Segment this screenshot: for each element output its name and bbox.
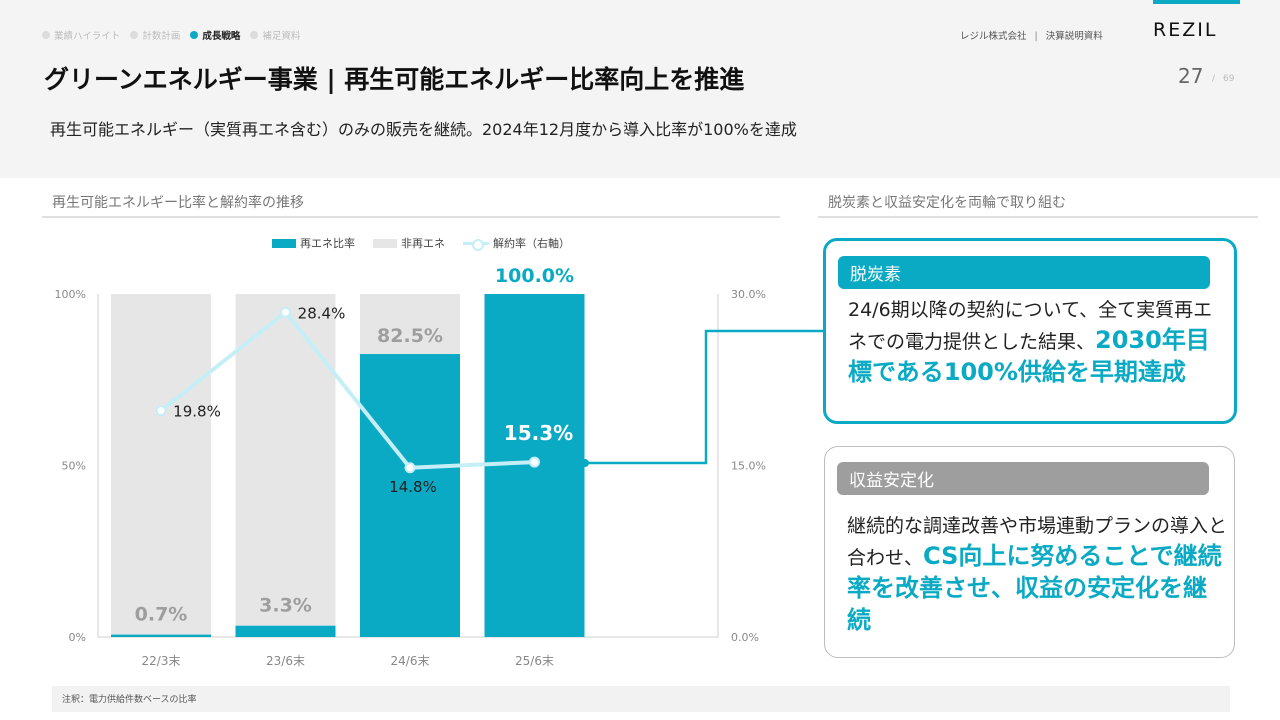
churn-rate-point	[529, 456, 540, 468]
left-axis-tick-label: 0%	[69, 631, 86, 644]
footnote: 注釈：電力供給件数ベースの比率	[62, 695, 197, 705]
revenue-stability-card: 収益安定化 継続的な調達改善や市場連動プランの導入と合わせ、CS向上に努めること…	[824, 446, 1235, 658]
nav-item-appendix[interactable]: 補足資料	[250, 28, 300, 42]
company-separator: |	[1034, 31, 1038, 42]
strategy-panel-divider	[818, 216, 1258, 218]
bar-non-renewable	[111, 294, 211, 635]
card-label: 収益安定化	[837, 462, 1209, 495]
churn-rate-data-label: 15.3%	[504, 421, 573, 445]
company-name: レジル株式会社	[960, 31, 1027, 42]
card-text: 継続的な調達改善や市場連動プランの導入と合わせ、CS向上に努めることで継続率を改…	[847, 513, 1227, 636]
bar-non-renewable	[235, 294, 336, 626]
bar-renewable	[360, 354, 460, 637]
x-axis-category-label: 25/6末	[515, 654, 554, 668]
strategy-panel-heading: 脱炭素と収益安定化を両輪で取り組む	[828, 195, 1066, 211]
left-axis-tick-label: 100%	[55, 288, 86, 301]
bar-renewable	[111, 634, 211, 637]
page-title: グリーンエネルギー事業 | 再生可能エネルギー比率向上を推進	[44, 65, 745, 94]
x-axis-category-label: 23/6末	[266, 654, 305, 668]
chart-legend: 再エネ比率 非再エネ 解約率（右軸）	[272, 235, 570, 251]
card-body: 継続的な調達改善や市場連動プランの導入と合わせ、	[847, 515, 1228, 569]
nav-label: 業績ハイライト	[54, 31, 121, 42]
right-axis-tick-label: 15.0%	[731, 460, 766, 473]
renewable-data-label: 82.5%	[377, 325, 443, 347]
card-label: 脱炭素	[838, 256, 1210, 289]
legend-line-marker-icon	[463, 238, 489, 251]
renewable-data-label: 0.7%	[135, 604, 188, 626]
connector-line	[583, 329, 823, 465]
legend-swatch	[272, 238, 296, 248]
legend-label: 非再エネ	[401, 237, 445, 250]
card-emphasis: 2030年目標である100%供給を早期達成	[848, 326, 1210, 386]
company-info: レジル株式会社 | 決算説明資料	[960, 28, 1103, 42]
footnote-band	[52, 686, 1230, 712]
churn-rate-point	[280, 306, 291, 318]
legend-item-churn: 解約率（右軸）	[463, 235, 570, 251]
x-axis-category-label: 24/6末	[391, 654, 430, 668]
top-accent-bar	[1153, 0, 1240, 4]
legend-label: 解約率（右軸）	[493, 237, 570, 250]
page-number: 27	[1178, 64, 1204, 88]
nav-item-growth-strategy[interactable]: 成長戦略	[190, 28, 240, 42]
connector-dot	[581, 459, 589, 467]
legend-item-non-renewable: 非再エネ	[373, 235, 445, 251]
nav-dot-icon	[250, 31, 259, 39]
card-text: 24/6期以降の契約について、全て実質再エネでの電力提供とした結果、2030年目…	[848, 297, 1228, 388]
card-body: 24/6期以降の契約について、全て実質再エネでの電力提供とした結果、	[848, 299, 1213, 353]
card-emphasis: CS向上に努めることで継続率を改善させ、収益の安定化を継続	[847, 542, 1222, 634]
page-slash: /	[1212, 74, 1216, 84]
churn-rate-line	[159, 310, 535, 470]
renewable-data-label: 3.3%	[259, 595, 312, 617]
renewable-data-label: 100.0%	[495, 265, 574, 287]
page-total-value: 69	[1223, 74, 1235, 84]
nav-dot-icon	[42, 31, 50, 39]
nav-dot-icon	[190, 31, 199, 39]
nav-item-plan[interactable]: 計数計画	[130, 28, 180, 42]
nav-label: 計数計画	[142, 31, 181, 42]
bar-renewable	[235, 625, 336, 637]
section-nav: 業績ハイライト 計数計画 成長戦略 補足資料	[42, 28, 300, 42]
header-band	[0, 0, 1280, 178]
legend-swatch	[373, 238, 397, 248]
x-axis-category-label: 22/3末	[142, 654, 181, 668]
company-logo: REZIL	[1153, 19, 1218, 41]
churn-rate-data-label: 14.8%	[389, 478, 437, 496]
nav-label: 補足資料	[262, 31, 301, 42]
churn-rate-data-label: 28.4%	[298, 304, 346, 322]
document-type: 決算説明資料	[1045, 31, 1103, 42]
chart-panel-divider	[42, 216, 780, 218]
nav-item-highlights[interactable]: 業績ハイライト	[42, 28, 120, 42]
decarbonization-card: 脱炭素 24/6期以降の契約について、全て実質再エネでの電力提供とした結果、20…	[823, 238, 1237, 424]
churn-rate-point	[155, 405, 167, 417]
page-total: / 69	[1212, 74, 1235, 84]
right-axis-tick-label: 30.0%	[731, 288, 766, 301]
legend-item-renewable: 再エネ比率	[272, 235, 355, 251]
legend-label: 再エネ比率	[300, 237, 355, 250]
right-axis-tick-label: 0.0%	[731, 631, 759, 644]
churn-rate-data-label: 19.8%	[173, 403, 221, 421]
churn-rate-point	[404, 462, 416, 474]
nav-label: 成長戦略	[202, 31, 241, 42]
lead-text: 再生可能エネルギー（実質再エネ含む）のみの販売を継続。2024年12月度から導入…	[50, 120, 797, 139]
chart-panel-heading: 再生可能エネルギー比率と解約率の推移	[52, 195, 304, 211]
nav-dot-icon	[130, 31, 139, 39]
bar-non-renewable	[360, 294, 460, 355]
left-axis-tick-label: 50%	[62, 460, 86, 473]
